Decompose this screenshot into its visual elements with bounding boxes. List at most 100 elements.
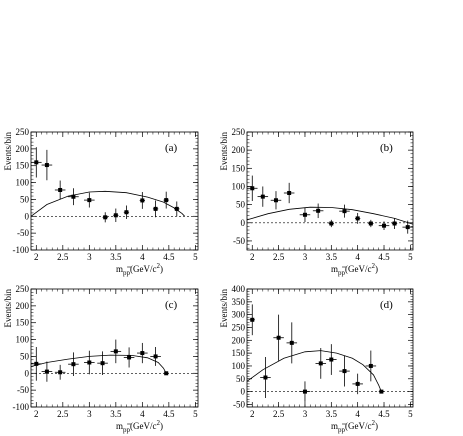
x-tick-label: 3.5 — [110, 409, 122, 419]
x-tick-label: 3 — [303, 409, 308, 419]
x-tick-label: 3 — [303, 252, 308, 262]
y-tick-label: 50 — [20, 351, 30, 361]
data-point — [127, 355, 132, 360]
x-label-exp: 2 — [157, 419, 161, 427]
data-point — [71, 362, 76, 367]
x-label-close: ) — [160, 264, 163, 274]
fit-curve — [246, 350, 382, 392]
data-point — [302, 212, 307, 217]
y-tick-label: 250 — [16, 284, 30, 294]
x-tick-label: 3.5 — [326, 252, 338, 262]
panel-label: (d) — [380, 299, 393, 311]
x-axis-label: mpp(GeV/c2) — [331, 419, 378, 434]
data-point — [113, 349, 118, 354]
x-label-unit: (GeV/c — [130, 421, 157, 431]
y-tick-label: 300 — [232, 310, 246, 320]
x-tick-label: 5 — [408, 409, 413, 419]
data-point — [329, 221, 334, 226]
x-tick-label: 3.5 — [326, 409, 338, 419]
y-axis-label: Events/bin — [3, 132, 13, 171]
y-tick-label: -50 — [17, 228, 29, 238]
x-tick-label: 5 — [193, 409, 198, 419]
data-point — [44, 163, 49, 168]
y-tick-label: 0 — [241, 218, 246, 228]
data-point — [71, 194, 76, 199]
x-label-sub: pp — [338, 269, 346, 277]
x-tick-label: 2.5 — [273, 409, 285, 419]
y-tick-label: 100 — [232, 181, 246, 191]
x-tick-label: 4.5 — [163, 252, 175, 262]
x-axis-label: mpp(GeV/c2) — [116, 419, 163, 434]
x-tick-label: 2.5 — [273, 252, 285, 262]
x-tick-label: 4 — [355, 409, 360, 419]
x-tick-label: 4.5 — [163, 409, 175, 419]
x-label-close: ) — [375, 421, 378, 431]
x-tick-label: 4.5 — [378, 409, 390, 419]
data-point — [174, 206, 179, 211]
x-label-unit: (GeV/c — [345, 264, 372, 274]
panel-label: (a) — [165, 142, 178, 154]
x-label-close: ) — [160, 421, 163, 431]
y-tick-label: 400 — [232, 284, 246, 294]
x-tick-label: 4 — [140, 409, 145, 419]
plot-frame — [30, 131, 199, 251]
x-label-sub: pp — [123, 426, 131, 434]
y-tick-label: 150 — [232, 163, 246, 173]
x-axis-label: mpp(GeV/c2) — [331, 262, 378, 277]
plot-frame — [246, 131, 414, 251]
y-tick-label: 50 — [20, 194, 30, 204]
y-axis-label: Events/bin — [219, 132, 229, 171]
y-tick-label: -100 — [13, 402, 30, 412]
x-label-m: m — [116, 421, 123, 431]
data-point — [379, 389, 384, 394]
x-label-m: m — [116, 264, 123, 274]
data-point — [302, 389, 307, 394]
x-label-m: m — [331, 421, 338, 431]
data-point — [273, 198, 278, 203]
data-point — [405, 225, 410, 230]
fit-curve — [30, 190, 185, 217]
data-point — [87, 360, 92, 365]
x-label-exp: 2 — [372, 419, 376, 427]
x-tick-label: 2.5 — [57, 409, 69, 419]
y-tick-label: 0 — [241, 387, 246, 397]
data-point — [140, 351, 145, 356]
data-point — [140, 198, 145, 203]
x-tick-label: 2 — [250, 409, 255, 419]
data-point — [153, 206, 158, 211]
x-label-exp: 2 — [372, 262, 376, 270]
chart-panel-4: 2 2.5 3 3.5 4 4.5 5 -50 0 50 100 150 200 250 300 350 400… — [219, 284, 414, 434]
x-label-m: m — [331, 264, 338, 274]
data-point — [368, 221, 373, 226]
panel-label: (c) — [165, 299, 178, 311]
data-point — [329, 357, 334, 362]
x-label-unit: (GeV/c — [345, 421, 372, 431]
data-point — [250, 186, 255, 191]
y-tick-label: 150 — [232, 348, 246, 358]
data-point — [44, 369, 49, 374]
x-tick-label: 2.5 — [57, 252, 69, 262]
data-point — [58, 370, 63, 375]
data-point — [164, 371, 169, 376]
data-point — [287, 190, 292, 195]
y-tick-label: 250 — [232, 322, 246, 332]
x-tick-label: 3.5 — [110, 252, 122, 262]
x-label-close: ) — [375, 264, 378, 274]
y-tick-label: 150 — [16, 161, 30, 171]
data-point — [153, 354, 158, 359]
x-label-unit: (GeV/c — [130, 264, 157, 274]
x-tick-label: 4 — [355, 252, 360, 262]
y-tick-label: 0 — [25, 211, 30, 221]
x-axis-label: mpp(GeV/c2) — [116, 262, 163, 277]
data-point — [276, 335, 281, 340]
data-point — [368, 363, 373, 368]
plot-frame — [30, 288, 199, 408]
y-axis-label: Events/bin — [219, 289, 229, 328]
data-point — [355, 381, 360, 386]
panel-label: (b) — [380, 142, 393, 154]
data-point — [34, 361, 39, 366]
data-point — [316, 208, 321, 213]
data-point — [382, 223, 387, 228]
x-tick-label: 2 — [34, 409, 39, 419]
y-tick-label: -50 — [233, 399, 245, 409]
